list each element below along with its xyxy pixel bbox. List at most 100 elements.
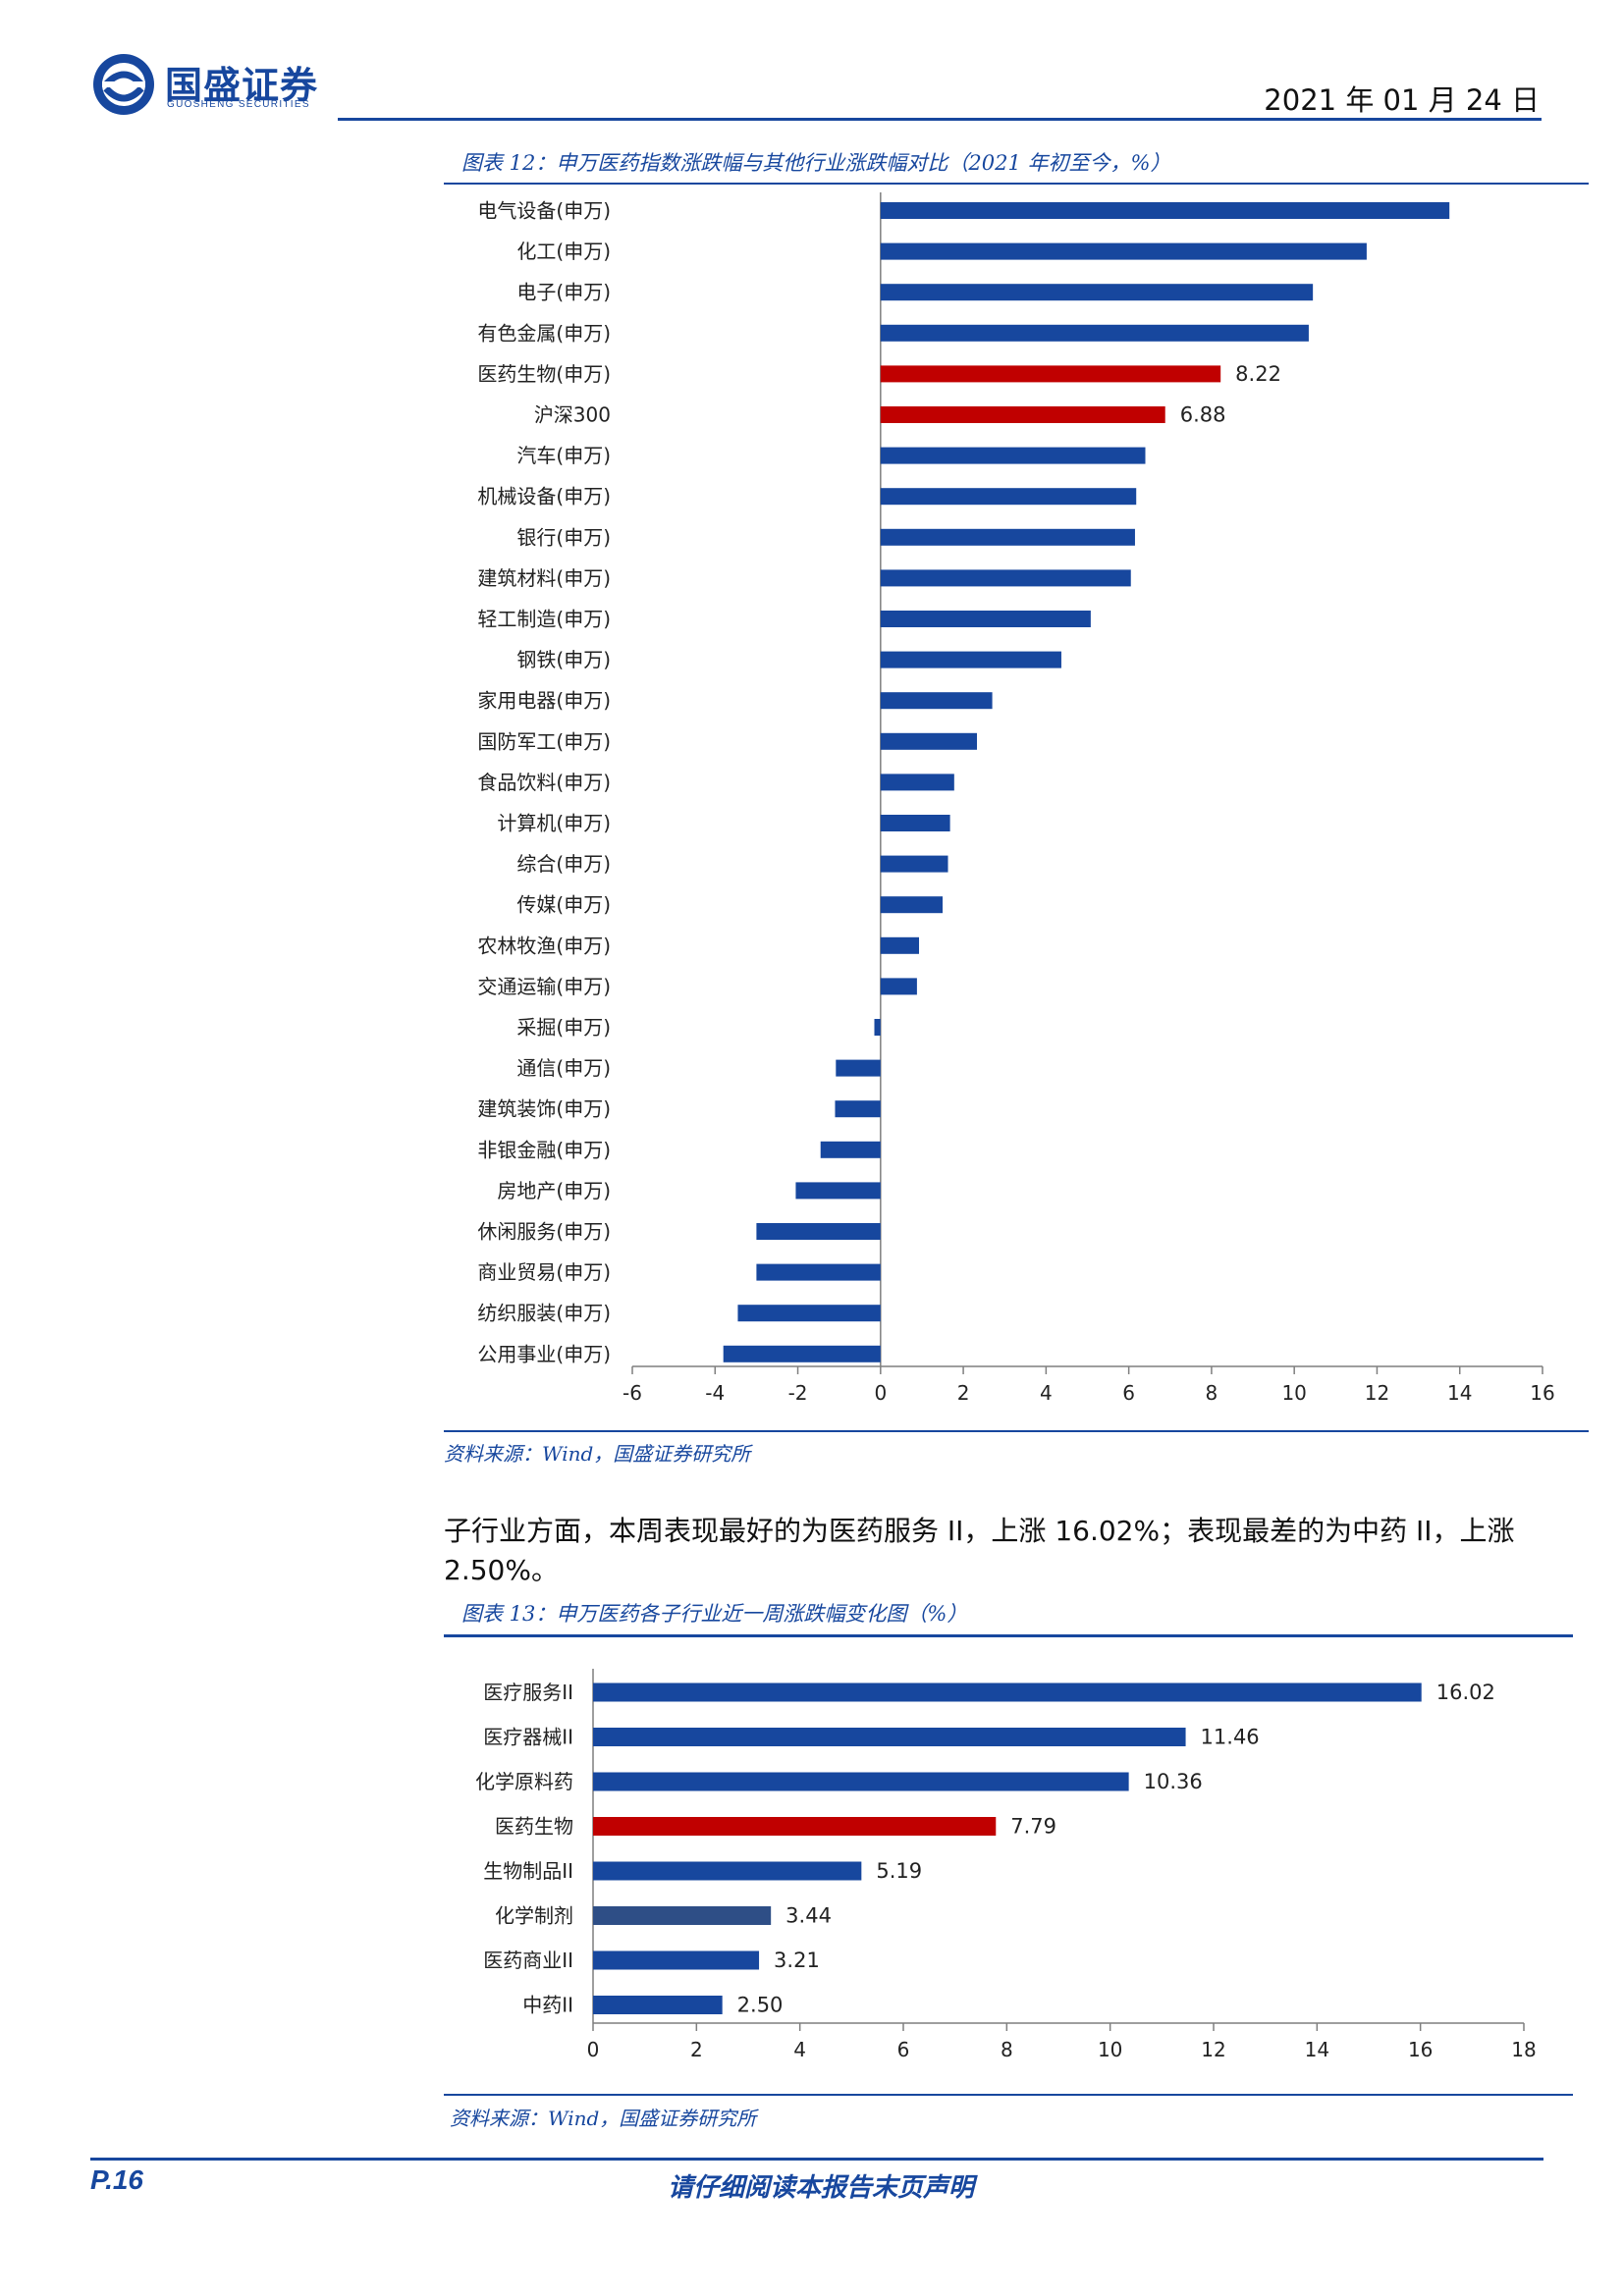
bar — [835, 1100, 881, 1118]
x-tick-label: 2 — [690, 2038, 703, 2061]
subindustry-paragraph: 子行业方面，本周表现最好的为医药服务 II，上涨 16.02%；表现最差的为中药… — [444, 1515, 1515, 1586]
x-tick-label: -2 — [788, 1381, 808, 1405]
bar — [756, 1263, 881, 1281]
x-tick-label: 0 — [587, 2038, 600, 2061]
company-name: 国盛证券 — [165, 64, 319, 107]
figure-12-title-rule — [444, 183, 1589, 185]
x-tick-label: 6 — [1122, 1381, 1135, 1405]
bar — [880, 978, 917, 995]
bar — [593, 1906, 772, 1925]
figure-13-title-rule — [444, 1634, 1573, 1637]
x-tick-label: 10 — [1098, 2038, 1122, 2061]
bar — [836, 1059, 881, 1077]
x-tick-label: 2 — [957, 1381, 970, 1405]
category-label: 中药II — [522, 1994, 573, 2017]
category-label: 电气设备(申万) — [477, 199, 611, 223]
category-label: 化工(申万) — [516, 240, 611, 263]
category-label: 房地产(申万) — [497, 1179, 611, 1202]
bar — [880, 611, 1091, 627]
x-tick-label: 4 — [793, 2038, 806, 2061]
category-label: 轻工制造(申万) — [477, 608, 611, 631]
bar — [593, 1682, 1422, 1702]
bar — [880, 896, 944, 914]
report-date: 2021 年 01 月 24 日 — [1264, 83, 1540, 117]
category-label: 综合(申万) — [516, 852, 611, 876]
x-tick-label: 8 — [1001, 2038, 1013, 2061]
company-name-en: GUOSHENG SECURITIES — [167, 99, 310, 110]
category-label: 生物制品II — [483, 1859, 573, 1883]
figure-13-source: 资料来源：Wind，国盛证券研究所 — [450, 2107, 757, 2130]
bar — [880, 284, 1314, 301]
x-tick-label: 14 — [1447, 1381, 1472, 1405]
x-tick-label: -6 — [623, 1381, 642, 1405]
bar — [880, 406, 1165, 423]
chart-subindustry-weekly: 0 2 4 6 8 10 12 14 16 18 医疗服务II 16.02 医疗器械II 11.46 化学原… — [475, 1669, 1537, 2061]
x-tick-label: 16 — [1530, 1381, 1554, 1405]
bar — [820, 1141, 881, 1158]
category-label: 公用事业(申万) — [477, 1342, 611, 1365]
page-number: P.16 — [90, 2164, 143, 2195]
data-label: 10.36 — [1144, 1770, 1203, 1793]
x-tick-label: 12 — [1365, 1381, 1389, 1405]
bar — [593, 1950, 760, 1970]
bar — [880, 569, 1131, 587]
x-tick-label: 18 — [1511, 2038, 1536, 2061]
bar — [593, 1728, 1186, 1746]
bar — [874, 1019, 881, 1036]
bar — [795, 1182, 881, 1200]
bar — [880, 651, 1061, 668]
category-label: 家用电器(申万) — [477, 689, 611, 713]
bar — [880, 936, 920, 954]
bar — [593, 1996, 723, 2014]
figure-13-title: 图表 13：申万医药各子行业近一周涨跌幅变化图（%） — [461, 1602, 968, 1626]
category-label: 钢铁(申万) — [516, 648, 611, 671]
x-tick-label: -4 — [705, 1381, 725, 1405]
disclaimer-note: 请仔细阅读本报告末页声明 — [668, 2173, 975, 2203]
category-label: 银行(申万) — [516, 525, 611, 549]
category-label: 医疗服务II — [483, 1681, 573, 1704]
category-label: 纺织服装(申万) — [477, 1302, 611, 1325]
bar — [880, 855, 948, 873]
x-tick-label: 10 — [1281, 1381, 1306, 1405]
category-label: 传媒(申万) — [516, 893, 611, 917]
category-label: 医药生物 — [495, 1815, 573, 1839]
bar — [880, 692, 993, 710]
category-label: 计算机(申万) — [497, 812, 611, 835]
category-label: 国防军工(申万) — [477, 729, 611, 753]
data-label: 7.79 — [1010, 1815, 1056, 1839]
x-tick-label: 0 — [874, 1381, 887, 1405]
figure-12-bottom-rule — [444, 1430, 1589, 1432]
data-label: 6.88 — [1180, 403, 1226, 427]
company-logo — [90, 51, 157, 118]
category-label: 农林牧渔(申万) — [477, 934, 611, 957]
category-label: 商业贸易(申万) — [477, 1260, 611, 1284]
bar — [880, 488, 1137, 506]
data-label: 8.22 — [1235, 362, 1281, 386]
bar — [737, 1305, 881, 1322]
bar — [880, 774, 954, 791]
data-label: 3.21 — [774, 1949, 820, 1972]
bar — [880, 447, 1146, 464]
bar — [880, 365, 1221, 383]
bar — [593, 1817, 997, 1836]
category-label: 电子(申万) — [516, 281, 611, 304]
data-label: 11.46 — [1201, 1726, 1260, 1749]
category-label: 建筑装饰(申万) — [477, 1097, 611, 1121]
category-label: 非银金融(申万) — [477, 1138, 611, 1161]
chart-industry-comparison: -6 -4 -2 0 2 4 6 8 10 12 14 16 电气设备(申万) 化工(申万) 电子(申万) 有… — [477, 192, 1555, 1405]
category-label: 交通运输(申万) — [477, 975, 611, 998]
x-tick-label: 6 — [897, 2038, 910, 2061]
figure-12-source: 资料来源：Wind，国盛证券研究所 — [444, 1442, 751, 1466]
category-label: 医药生物(申万) — [477, 362, 611, 386]
category-label: 机械设备(申万) — [477, 485, 611, 508]
data-label: 16.02 — [1436, 1681, 1495, 1704]
x-tick-label: 16 — [1408, 2038, 1433, 2061]
bar — [593, 1772, 1129, 1791]
category-label: 医疗器械II — [483, 1726, 573, 1749]
category-label: 医药商业II — [483, 1949, 573, 1972]
bar — [880, 324, 1309, 342]
bar — [880, 732, 977, 750]
x-tick-label: 4 — [1040, 1381, 1053, 1405]
category-label: 休闲服务(申万) — [477, 1220, 611, 1244]
footer-rule — [90, 2158, 1543, 2161]
